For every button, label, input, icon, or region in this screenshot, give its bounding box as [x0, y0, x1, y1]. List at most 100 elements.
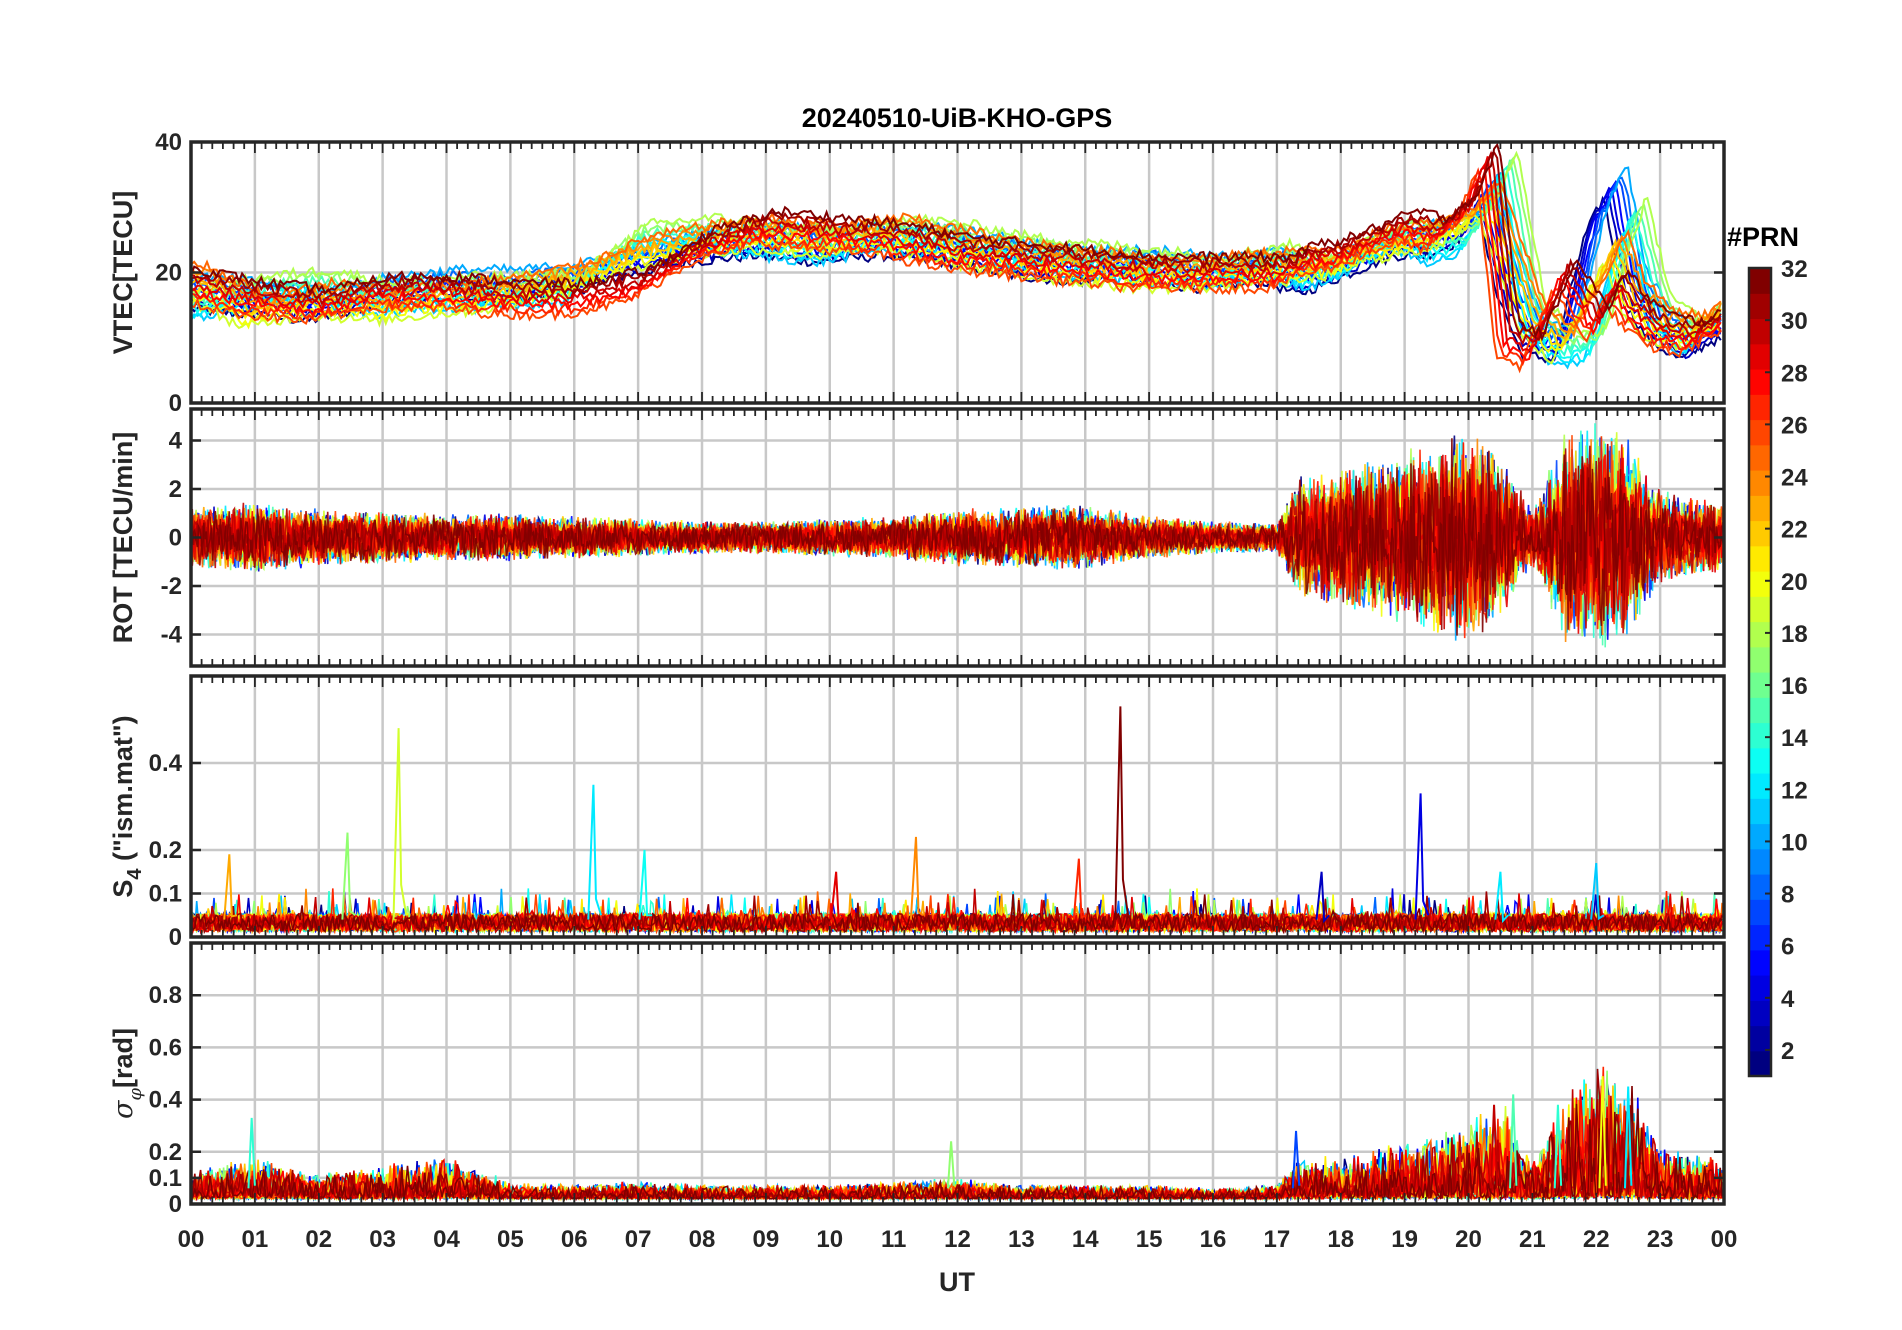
- y-ticks-vtec: [191, 140, 1724, 405]
- colorbar-segment: [1749, 343, 1771, 370]
- colorbar-segment: [1749, 470, 1771, 496]
- x-tick-label: 17: [1264, 1226, 1291, 1253]
- y-axis-label: VTEC[TECU]: [108, 191, 138, 355]
- colorbar-tick-label: 12: [1781, 777, 1808, 804]
- colorbar-segment: [1749, 798, 1771, 825]
- x-tick-label: 03: [369, 1226, 396, 1253]
- colorbar-segment: [1749, 823, 1771, 850]
- colorbar-tick-label: 24: [1781, 465, 1808, 492]
- x-tick-label: 23: [1647, 1226, 1674, 1253]
- colorbar-segment: [1749, 571, 1771, 597]
- x-tick-label: 08: [689, 1226, 716, 1253]
- colorbar-segment: [1749, 697, 1771, 724]
- panel-sigphi: 00.10.2 0.4 0.6 0.8σφ[rad]: [108, 941, 1726, 1218]
- x-tick-label: 14: [1072, 1226, 1099, 1253]
- colorbar-segment: [1749, 773, 1771, 799]
- y-tick-label: 2: [169, 476, 182, 503]
- chart-title: 20240510-UiB-KHO-GPS: [802, 103, 1113, 133]
- x-tick-label: 20: [1455, 1226, 1482, 1253]
- axes-frame-s4: [189, 674, 1726, 939]
- panel-s4: 0 0.1 0.2 0.4S4 ("ism.mat"): [108, 674, 1726, 951]
- y-tick-label: 0: [169, 1191, 182, 1218]
- spike-prn-3: [1315, 871, 1330, 924]
- spike-prn-14: [247, 1117, 256, 1189]
- y-tick-label: 4: [169, 428, 183, 455]
- x-tick-label: 21: [1519, 1226, 1546, 1253]
- spike-prn-20: [1598, 1076, 1607, 1189]
- colorbar-title: #PRN: [1727, 222, 1799, 252]
- x-tick-label: 19: [1391, 1226, 1418, 1253]
- y-tick-label: 40: [155, 129, 182, 156]
- x-axis-label: UT: [939, 1267, 975, 1297]
- spike-prn-13: [638, 849, 653, 920]
- spike-prn-14: [1553, 1104, 1563, 1189]
- y-tick-label: 0.4: [149, 1087, 183, 1114]
- x-tick-label: 06: [561, 1226, 588, 1253]
- colorbar-segment: [1749, 394, 1771, 421]
- colorbar-tick-label: 2: [1781, 1038, 1794, 1065]
- colorbar-segment: [1749, 848, 1771, 875]
- colorbar-tick-label: 20: [1781, 569, 1808, 596]
- x-tick-label: 04: [433, 1226, 460, 1253]
- x-tick-label: 16: [1200, 1226, 1227, 1253]
- colorbar-tick-label: 6: [1781, 934, 1794, 961]
- colorbar-segment: [1749, 369, 1771, 395]
- colorbar-segment: [1749, 1025, 1771, 1052]
- spike-prn-11: [1590, 862, 1605, 921]
- x-tick-label: 11: [881, 1226, 906, 1253]
- spike-prn-29: [830, 871, 845, 924]
- colorbar-segment: [1749, 646, 1771, 673]
- x-tick-label: 10: [816, 1226, 843, 1253]
- colorbar-segment: [1749, 975, 1771, 1001]
- colorbar-tick-label: 30: [1781, 308, 1808, 335]
- colorbar-segment: [1749, 545, 1771, 572]
- colorbar-segment: [1749, 495, 1771, 522]
- colorbar-segment: [1749, 621, 1771, 648]
- spike-prn-17: [341, 832, 356, 920]
- spike-prn-12: [1494, 871, 1509, 924]
- series-line-prn-32: [191, 438, 1724, 636]
- colorbar-segment: [1749, 672, 1771, 698]
- x-tick-label: 02: [305, 1226, 332, 1253]
- y-tick-label: 0: [169, 525, 182, 552]
- colorbar-tick-label: 10: [1781, 829, 1808, 856]
- colorbar-segment: [1749, 1050, 1771, 1077]
- spike-prn-7: [1291, 1130, 1301, 1189]
- series-line-prn-12: [191, 174, 1722, 364]
- colorbar-segment: [1749, 419, 1771, 446]
- data-vtec: [191, 142, 1722, 374]
- spike-prn-32: [1114, 706, 1130, 920]
- spike-prn-23: [223, 854, 238, 920]
- colorbar-tick-label: 32: [1781, 256, 1808, 283]
- y-tick-label: 0.2: [149, 1139, 182, 1166]
- colorbar-frame: [1747, 266, 1773, 1078]
- colorbar-segment: [1749, 444, 1771, 471]
- series-line-prn-32: [191, 1085, 1723, 1202]
- axes-frame-sigphi: [189, 941, 1726, 1206]
- colorbar-segment: [1749, 318, 1771, 345]
- x-tick-label: 13: [1008, 1226, 1035, 1253]
- y-tick-label: -2: [161, 573, 182, 600]
- spike-prn-12: [1623, 1086, 1633, 1189]
- panel-vtec: 0 20 40 VTEC[TECU]: [108, 129, 1726, 417]
- colorbar-tick-label: 28: [1781, 360, 1808, 387]
- series-line-prn-31: [191, 1068, 1723, 1202]
- colorbar-segment: [1749, 268, 1771, 294]
- x-tick-label: 01: [242, 1226, 269, 1253]
- series-line-prn-32: [191, 142, 1721, 342]
- x-tick-label: 15: [1136, 1226, 1163, 1253]
- colorbar-tick-label: 22: [1781, 517, 1808, 544]
- y-axis-label: ROT [TECU/min]: [108, 432, 138, 643]
- y-ticks-s4: [191, 761, 1724, 939]
- colorbar-segment: [1749, 747, 1771, 774]
- y-tick-label: 0.4: [149, 750, 183, 777]
- y-tick-label: 0.1: [149, 881, 182, 908]
- spike-prn-24: [909, 836, 925, 920]
- colorbar-segment: [1749, 924, 1771, 951]
- spike-prn-4: [1414, 793, 1430, 920]
- x-tick-label: 00: [1711, 1226, 1738, 1253]
- colorbar-segment: [1749, 1000, 1771, 1027]
- data-s4: [191, 706, 1723, 935]
- colorbar-segment: [1749, 874, 1771, 900]
